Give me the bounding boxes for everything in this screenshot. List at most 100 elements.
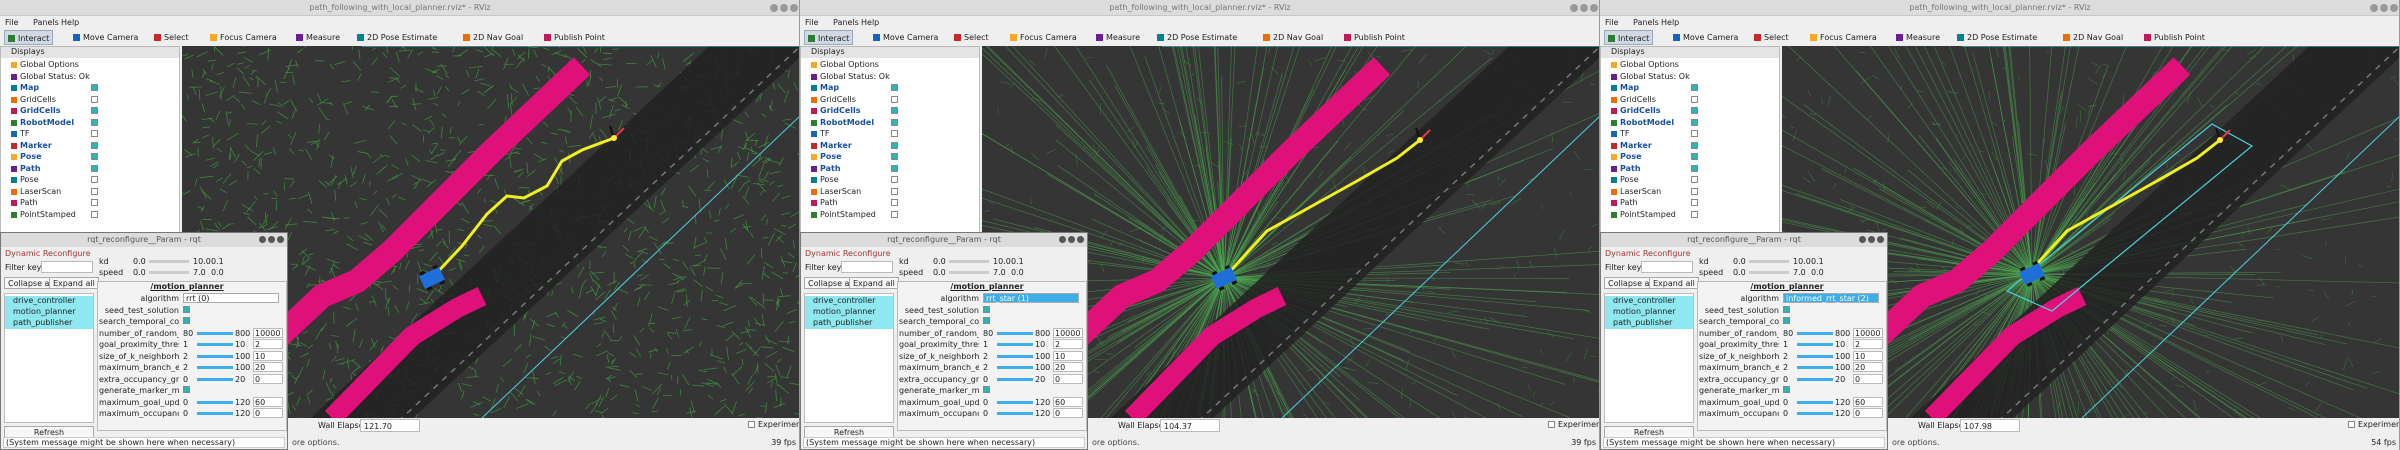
window-button[interactable] [1877,236,1884,243]
window-button[interactable] [2380,4,2388,12]
param-checkbox[interactable] [983,317,990,324]
param-slider[interactable] [197,400,233,404]
param-value[interactable]: 10 [1053,350,1083,361]
display-checkbox[interactable] [1691,210,1698,218]
display-checkbox[interactable] [1691,107,1698,114]
param-checkbox[interactable] [1783,386,1790,393]
toolbar-button[interactable]: 2D Pose Estimate [1154,30,1240,45]
param-slider[interactable] [149,271,189,274]
param-slider[interactable] [1797,343,1833,346]
param-slider[interactable] [997,366,1033,369]
param-checkbox[interactable] [183,317,190,324]
experimental-checkbox[interactable] [2348,421,2355,428]
param-slider[interactable] [149,260,189,263]
param-value[interactable]: 60 [1053,396,1083,407]
menu-item[interactable]: Help [861,18,880,27]
param-value[interactable]: 10 [253,350,283,361]
window-button[interactable] [1590,4,1598,12]
collapse-button[interactable]: Collapse all [4,277,58,289]
expand-button[interactable]: Expand all [49,277,99,289]
param-slider[interactable] [197,366,233,369]
param-slider[interactable] [1797,366,1833,369]
toolbar-button[interactable]: Select [1751,30,1792,45]
display-checkbox[interactable] [1691,153,1698,160]
display-checkbox[interactable] [1691,176,1698,183]
display-checkbox[interactable] [1691,95,1698,103]
node-item[interactable]: motion_planner [1605,307,1693,318]
menu-item[interactable]: Help [1661,18,1680,27]
toolbar-button[interactable]: Interact [4,30,54,45]
node-item[interactable]: motion_planner [805,307,893,318]
display-checkbox[interactable] [1691,84,1698,91]
param-slider[interactable] [997,354,1033,358]
experimental-checkbox[interactable] [1548,421,1555,428]
menu-item[interactable]: Panels [33,18,59,27]
param-checkbox[interactable] [983,305,990,313]
display-checkbox[interactable] [1691,141,1698,149]
param-value[interactable]: 0 [1053,373,1083,384]
menu-item[interactable]: Help [61,18,80,27]
toolbar-button[interactable]: 2D Pose Estimate [1954,30,2040,45]
window-button[interactable] [1068,236,1075,243]
param-checkbox[interactable] [983,386,990,393]
window-button[interactable] [1059,236,1066,243]
window-button[interactable] [1868,236,1875,243]
algorithm-dropdown[interactable]: rrt_star (1) [983,293,1079,303]
display-checkbox[interactable] [891,118,898,126]
toolbar-button[interactable]: Publish Point [541,30,608,45]
node-item[interactable]: drive_controller [5,296,93,307]
window-button[interactable] [780,4,788,12]
toolbar-button[interactable]: Measure [1093,30,1143,45]
menu-item[interactable]: File [1605,18,1619,27]
param-slider[interactable] [197,354,233,358]
param-slider[interactable] [949,260,989,263]
toolbar-button[interactable]: 2D Pose Estimate [354,30,440,45]
param-slider[interactable] [997,343,1033,346]
display-checkbox[interactable] [91,176,98,183]
display-checkbox[interactable] [1691,164,1698,172]
display-checkbox[interactable] [891,107,898,114]
experimental-checkbox[interactable] [748,421,755,428]
toolbar-button[interactable]: 2D Nav Goal [460,30,526,45]
param-checkbox[interactable] [183,386,190,393]
node-item[interactable]: path_publisher [5,318,93,329]
param-value[interactable]: 60 [1853,396,1883,407]
toolbar-button[interactable]: Publish Point [1341,30,1408,45]
expand-button[interactable]: Expand all [849,277,899,289]
display-checkbox[interactable] [891,95,898,103]
window-button[interactable] [1859,236,1866,243]
toolbar-button[interactable]: Interact [1604,30,1654,45]
toolbar-button[interactable]: Measure [1893,30,1943,45]
param-slider[interactable] [1797,354,1833,358]
display-checkbox[interactable] [1691,199,1698,206]
window-button[interactable] [259,236,266,243]
display-checkbox[interactable] [891,153,898,160]
param-slider[interactable] [197,331,233,335]
param-slider[interactable] [997,400,1033,404]
param-slider[interactable] [949,271,989,274]
param-checkbox[interactable] [183,305,190,313]
param-slider[interactable] [1797,412,1833,415]
menu-item[interactable]: File [805,18,819,27]
param-value[interactable]: 0 [253,408,283,418]
toolbar-button[interactable]: Move Camera [70,30,141,45]
display-checkbox[interactable] [91,107,98,114]
node-item[interactable]: path_publisher [1605,318,1693,329]
toolbar-button[interactable]: Focus Camera [207,30,280,45]
param-value[interactable]: 2 [1853,339,1883,349]
window-button[interactable] [1077,236,1084,243]
display-checkbox[interactable] [91,199,98,206]
param-value[interactable]: 2 [253,339,283,349]
param-value[interactable]: 10000 [1853,327,1883,338]
menu-item[interactable]: Panels [833,18,859,27]
param-value[interactable]: 10000 [253,327,283,338]
param-value[interactable]: 20 [1853,362,1883,372]
algorithm-dropdown[interactable]: informed_rrt_star (2) [1783,293,1879,303]
window-button[interactable] [790,4,798,12]
display-checkbox[interactable] [91,153,98,160]
window-button[interactable] [1570,4,1578,12]
window-button[interactable] [2370,4,2378,12]
window-button[interactable] [2390,4,2398,12]
param-slider[interactable] [997,331,1033,335]
param-slider[interactable] [1749,260,1789,263]
